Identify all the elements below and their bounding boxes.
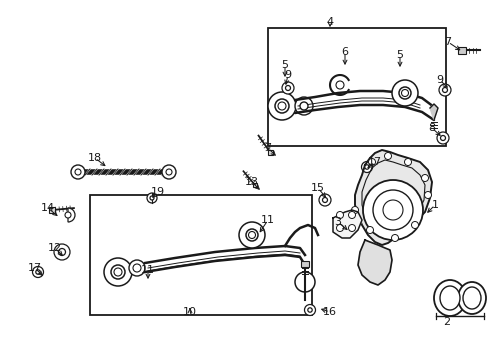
Circle shape <box>385 153 392 159</box>
Circle shape <box>304 305 316 315</box>
Circle shape <box>36 270 40 274</box>
Circle shape <box>58 248 66 256</box>
Text: 14: 14 <box>41 203 55 213</box>
Text: 5: 5 <box>281 60 289 70</box>
Text: 19: 19 <box>151 187 165 197</box>
Circle shape <box>300 102 308 110</box>
Text: 12: 12 <box>48 243 62 253</box>
Circle shape <box>133 264 141 272</box>
Circle shape <box>368 158 375 166</box>
Circle shape <box>150 196 154 200</box>
Text: 18: 18 <box>88 153 102 163</box>
Circle shape <box>322 198 327 202</box>
Text: 13: 13 <box>245 177 259 187</box>
Text: 7: 7 <box>444 37 452 47</box>
Circle shape <box>401 90 409 96</box>
Circle shape <box>373 190 413 230</box>
Circle shape <box>392 80 418 106</box>
Bar <box>268 149 272 154</box>
Circle shape <box>282 82 294 94</box>
Bar <box>268 28 446 146</box>
Text: 6: 6 <box>342 47 348 57</box>
Text: 11: 11 <box>261 215 275 225</box>
Ellipse shape <box>440 286 460 310</box>
Circle shape <box>337 211 343 219</box>
Circle shape <box>166 169 172 175</box>
Circle shape <box>147 193 157 203</box>
Text: 5: 5 <box>396 50 403 60</box>
Circle shape <box>295 97 313 115</box>
Circle shape <box>71 165 85 179</box>
Circle shape <box>442 87 447 93</box>
Polygon shape <box>430 104 438 120</box>
Circle shape <box>392 234 398 242</box>
Polygon shape <box>358 240 392 285</box>
Bar <box>90 195 312 315</box>
Text: 4: 4 <box>326 17 334 27</box>
Circle shape <box>129 260 145 276</box>
Circle shape <box>383 200 403 220</box>
Circle shape <box>162 165 176 179</box>
Text: 2: 2 <box>443 317 451 327</box>
Circle shape <box>412 221 418 229</box>
Circle shape <box>275 99 289 113</box>
Text: 15: 15 <box>311 183 325 193</box>
Text: 8: 8 <box>428 123 436 133</box>
Ellipse shape <box>434 280 466 316</box>
Circle shape <box>348 211 356 219</box>
Circle shape <box>32 266 44 278</box>
Circle shape <box>437 132 449 144</box>
Text: 16: 16 <box>323 307 337 317</box>
Bar <box>458 46 466 54</box>
Circle shape <box>286 85 291 90</box>
Circle shape <box>268 92 296 120</box>
Wedge shape <box>68 208 75 222</box>
Circle shape <box>75 169 81 175</box>
Polygon shape <box>355 150 432 245</box>
Circle shape <box>114 268 122 276</box>
Circle shape <box>351 207 359 213</box>
Text: 11: 11 <box>141 265 155 275</box>
Circle shape <box>424 192 432 198</box>
Text: 17: 17 <box>368 157 382 167</box>
Circle shape <box>421 175 428 181</box>
Bar <box>301 261 309 267</box>
Text: 1: 1 <box>432 200 439 210</box>
Bar <box>253 183 257 187</box>
Text: 10: 10 <box>183 307 197 317</box>
Circle shape <box>104 258 132 286</box>
Text: 7: 7 <box>265 143 271 153</box>
Ellipse shape <box>463 287 481 309</box>
Circle shape <box>367 226 373 234</box>
Circle shape <box>295 272 315 292</box>
Circle shape <box>65 212 71 218</box>
Bar <box>49 207 55 213</box>
Circle shape <box>278 102 286 110</box>
Circle shape <box>54 244 70 260</box>
Text: 3: 3 <box>335 217 342 227</box>
Text: 9: 9 <box>284 70 292 80</box>
Circle shape <box>363 180 423 240</box>
Circle shape <box>246 229 258 241</box>
Circle shape <box>248 231 255 238</box>
Circle shape <box>308 308 312 312</box>
Circle shape <box>319 194 331 206</box>
Circle shape <box>337 225 343 231</box>
Circle shape <box>239 222 265 248</box>
Ellipse shape <box>458 282 486 314</box>
Circle shape <box>365 165 369 169</box>
Circle shape <box>439 84 451 96</box>
Text: 17: 17 <box>28 263 42 273</box>
Circle shape <box>405 158 412 166</box>
Polygon shape <box>333 210 362 238</box>
Circle shape <box>441 135 445 140</box>
Circle shape <box>111 265 125 279</box>
Circle shape <box>362 162 372 172</box>
Circle shape <box>399 87 411 99</box>
Circle shape <box>348 225 356 231</box>
Circle shape <box>336 81 344 89</box>
Text: 9: 9 <box>437 75 443 85</box>
